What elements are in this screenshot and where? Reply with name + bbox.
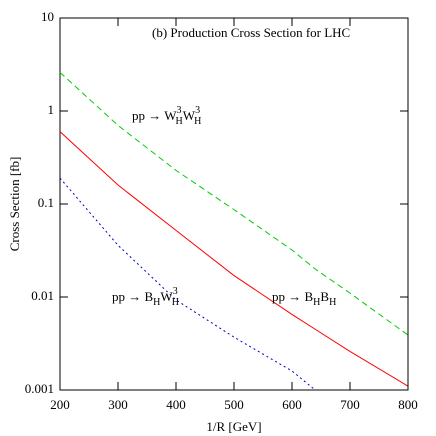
y-tick-label: 0.01 [31,288,54,303]
annotation-part: 3 [177,105,182,116]
annotation-part: 3 [173,286,178,297]
y-tick-label: 0.001 [25,381,54,396]
annotation-part: pp → W [132,108,177,123]
x-tick-label: 200 [50,397,70,412]
chart-title: (b) Production Cross Section for LHC [152,25,350,40]
y-axis-label: Cross Section [fb] [7,157,22,252]
series-line [59,131,409,387]
annotation: pp → W3 HW3 H [132,105,201,127]
plot-area [59,72,409,391]
annotation-part: H [313,297,320,308]
x-tick-label: 600 [282,397,302,412]
annotation-part: pp → B [112,289,154,304]
annotation-part: B [320,289,329,304]
x-tick-label: 300 [108,397,128,412]
x-tick-label: 700 [340,397,360,412]
y-tick-label: 0.1 [38,195,54,210]
series-line [59,72,409,336]
annotation-part: H [194,116,201,127]
annotation: pp → BHW3 H [112,286,179,308]
annotation-part: H [329,297,336,308]
x-tick-label: 400 [166,397,186,412]
annotation-part: pp → B [272,289,314,304]
y-tick-label: 10 [41,9,54,24]
series-line [59,177,316,391]
x-tick-label: 800 [398,397,418,412]
annotation-part: W [183,108,196,123]
annotation-part: H [153,297,160,308]
x-tick-label: 500 [224,397,244,412]
plot-frame [59,17,409,391]
x-axis-label: 1/R [GeV] [206,419,261,434]
y-tick-label: 1 [48,102,55,117]
annotation-part: 3 [195,105,200,116]
annotation-part: H [176,116,183,127]
annotation: pp → BHBH [272,289,336,308]
annotation-part: W [160,289,173,304]
annotation-part: H [172,297,179,308]
